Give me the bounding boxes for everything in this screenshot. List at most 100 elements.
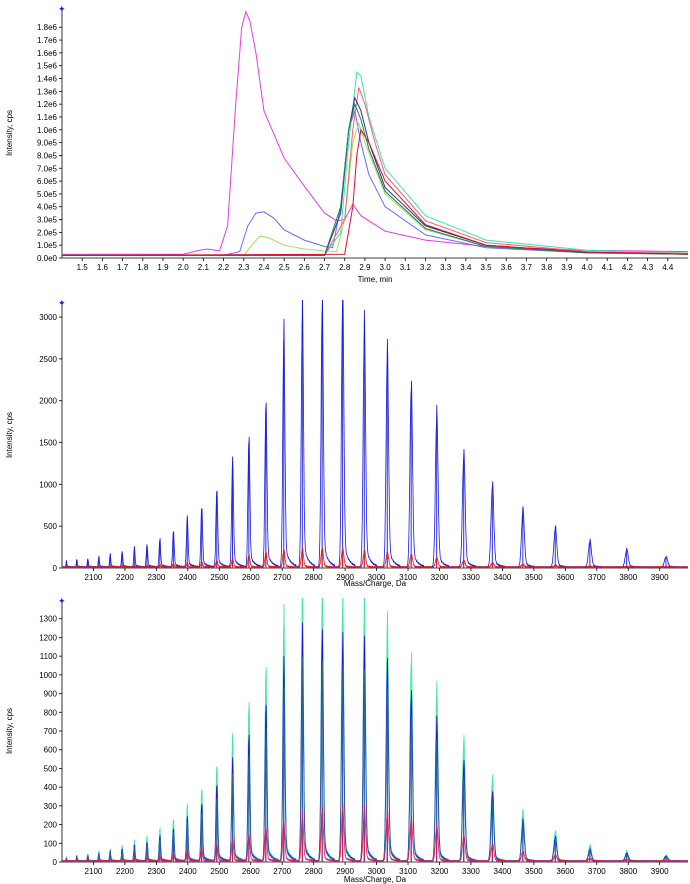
x-tick-label: 3.0 (380, 263, 392, 272)
x-tick-label: 3.9 (561, 263, 573, 272)
x-tick-label: 3200 (431, 573, 449, 582)
x-tick-label: 3800 (619, 573, 637, 582)
y-tick-label: 1000 (39, 671, 57, 680)
y-tick-label: 0.0e0 (37, 254, 58, 263)
x-tick-label: 2900 (336, 867, 354, 876)
y-tick-label: 8.0e5 (37, 151, 58, 160)
axis-marker-icon: ✦ (58, 4, 66, 14)
y-tick-label: 7.0e5 (37, 164, 58, 173)
y-tick-label: 4.0e5 (37, 203, 58, 212)
x-tick-label: 3.6 (501, 263, 513, 272)
y-tick-label: 1.8e6 (37, 23, 58, 32)
x-tick-label: 4.4 (662, 263, 674, 272)
y-axis-label: Intensity, cps (5, 708, 14, 754)
y-tick-label: 1.4e6 (37, 75, 58, 84)
x-tick-label: 3.8 (541, 263, 553, 272)
x-tick-label: 2.6 (299, 263, 311, 272)
x-tick-label: 3300 (462, 573, 480, 582)
y-tick-label: 1500 (39, 439, 57, 448)
x-tick-label: 2.4 (258, 263, 270, 272)
x-tick-label: 3200 (431, 867, 449, 876)
x-tick-label: 3400 (494, 867, 512, 876)
x-tick-label: 2300 (147, 867, 165, 876)
chromatogram-chart: ✦ 0.0e0 1.0e5 2.0e5 3.0e5 4.0e5 5.0e5 6.0e5 7.0e… (5, 4, 688, 284)
x-tick-label: 2200 (116, 867, 134, 876)
y-tick-label: 300 (44, 802, 58, 811)
y-tick-label: 800 (44, 708, 58, 717)
x-tick-label: 2300 (147, 573, 165, 582)
x-tick-label: 3500 (525, 867, 543, 876)
y-tick-label: 6.0e5 (37, 177, 58, 186)
x-tick-label: 4.2 (622, 263, 634, 272)
x-tick-label: 2.3 (238, 263, 250, 272)
x-tick-label: 1.9 (157, 263, 169, 272)
x-tick-label: 2200 (116, 573, 134, 582)
y-tick-label: 1.1e6 (37, 113, 58, 122)
mass-spectrum-panel-2: ✦ 0 100 200 300 400 500 600 700 800 900 1000 1100 120… (0, 592, 690, 884)
x-axis-label: Time, min (358, 275, 393, 284)
chromatogram-series-line (62, 110, 688, 256)
x-tick-label: 3100 (399, 867, 417, 876)
y-tick-label: 1200 (39, 633, 57, 642)
x-tick-label: 4.1 (602, 263, 614, 272)
x-tick-label: 1.5 (77, 263, 89, 272)
x-tick-label: 2600 (242, 573, 260, 582)
x-tick-label: 3700 (588, 867, 606, 876)
y-tick-label: 3.0e5 (37, 216, 58, 225)
x-tick-label: 2.8 (339, 263, 351, 272)
x-tick-label: 2700 (273, 573, 291, 582)
x-tick-label: 2.0 (178, 263, 190, 272)
x-tick-label: 2400 (179, 573, 197, 582)
mass-spectrum-chart-1: ✦ 0 500 1000 1500 2000 2500 3000 2100 2200 2300 240… (5, 298, 688, 588)
chromatogram-series-line (62, 121, 688, 256)
x-tick-label: 2600 (242, 867, 260, 876)
spectrum-series-line (62, 300, 688, 568)
y-tick-label: 200 (44, 821, 58, 830)
x-tick-label: 3900 (651, 867, 669, 876)
x-tick-label: 3600 (556, 573, 574, 582)
x-tick-label: 1.6 (97, 263, 109, 272)
y-tick-label: 2.0e5 (37, 228, 58, 237)
x-tick-label: 3.5 (481, 263, 493, 272)
x-axis-label: Mass/Charge, Da (344, 579, 407, 588)
y-tick-label: 9.0e5 (37, 139, 58, 148)
mass-spectrum-panel-1: ✦ 0 500 1000 1500 2000 2500 3000 2100 2200 2300 240… (0, 292, 690, 588)
chromatogram-series-line (62, 128, 688, 256)
y-tick-label: 1000 (39, 480, 57, 489)
x-tick-label: 3700 (588, 573, 606, 582)
x-tick-label: 2900 (336, 573, 354, 582)
y-tick-label: 1.0e6 (37, 126, 58, 135)
x-tick-label: 2100 (85, 573, 103, 582)
spectrum-series-line (62, 547, 688, 568)
y-axis-label: Intensity, cps (5, 412, 14, 458)
spectrum-series-line (62, 622, 688, 862)
y-tick-label: 1.2e6 (37, 100, 58, 109)
y-tick-label: 2500 (39, 355, 57, 364)
axis-marker-icon: ✦ (58, 596, 66, 606)
x-tick-label: 4.0 (581, 263, 593, 272)
y-tick-label: 5.0e5 (37, 190, 58, 199)
mass-spectrum-chart-2: ✦ 0 100 200 300 400 500 600 700 800 900 1000 1100 120… (5, 596, 688, 884)
x-tick-label: 1.7 (117, 263, 129, 272)
x-tick-label: 2500 (210, 573, 228, 582)
spectrum-series-line (62, 598, 688, 862)
chromatogram-series-line (62, 71, 688, 256)
x-tick-label: 3.4 (460, 263, 472, 272)
x-tick-label: 3.7 (521, 263, 533, 272)
chromatogram-series-line (62, 10, 688, 255)
axis-marker-icon: ✦ (58, 298, 66, 308)
x-tick-label: 3000 (368, 867, 386, 876)
x-tick-label: 3900 (651, 573, 669, 582)
chromatogram-series-line (62, 102, 688, 256)
x-tick-label: 1.8 (137, 263, 149, 272)
y-tick-label: 700 (44, 727, 58, 736)
x-tick-label: 2500 (210, 867, 228, 876)
y-tick-label: 1.0e5 (37, 241, 58, 250)
y-tick-label: 1100 (40, 652, 58, 661)
x-tick-label: 3800 (619, 867, 637, 876)
x-tick-label: 3500 (525, 573, 543, 582)
chromatogram-panel: ✦ 0.0e0 1.0e5 2.0e5 3.0e5 4.0e5 5.0e5 6.0e5 7.0e… (0, 0, 690, 290)
x-tick-label: 3400 (494, 573, 512, 582)
y-tick-label: 500 (44, 764, 58, 773)
x-tick-label: 2100 (85, 867, 103, 876)
